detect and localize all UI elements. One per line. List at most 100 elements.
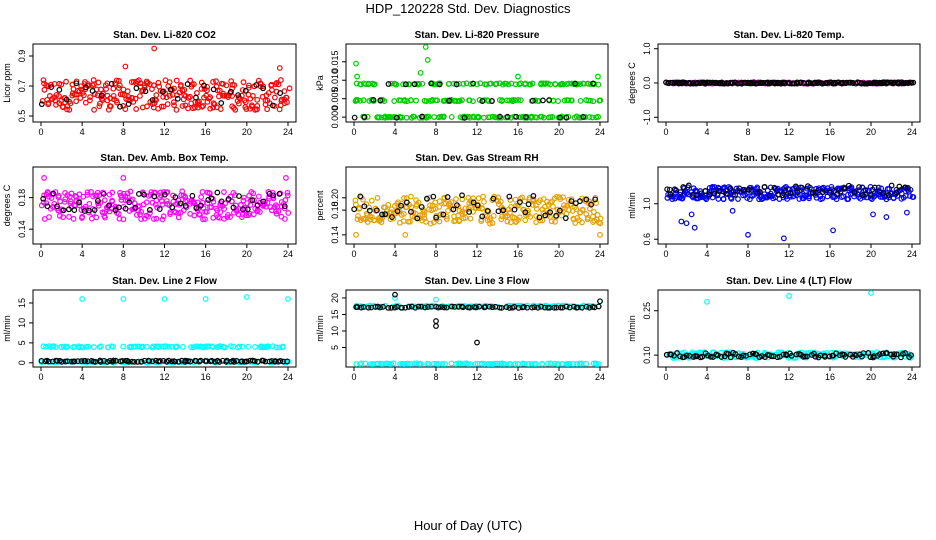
data-point — [434, 97, 441, 104]
data-point — [868, 290, 874, 296]
x-tick-label: 0 — [38, 127, 43, 137]
data-point — [63, 96, 70, 103]
data-point — [203, 209, 210, 215]
x-tick-label: 8 — [121, 127, 126, 137]
data-point — [91, 344, 97, 350]
data-point — [593, 200, 600, 206]
y-tick-label: -1.0 — [642, 110, 652, 126]
data-point — [403, 199, 410, 206]
data-point — [711, 184, 718, 190]
data-point — [461, 114, 468, 121]
data-point — [192, 104, 198, 111]
data-point — [40, 195, 47, 202]
data-point — [905, 185, 911, 191]
data-point — [413, 97, 419, 104]
data-point — [563, 303, 570, 310]
data-point — [133, 106, 140, 112]
data-point — [533, 361, 539, 367]
panel-8: Stan. Dev. Line 3 Flow ml/min 0 4 8 12 16 20 24 5… — [315, 276, 609, 382]
data-point — [539, 217, 546, 224]
data-point — [474, 339, 480, 346]
series-points — [664, 182, 911, 199]
data-point — [172, 194, 179, 201]
data-point — [162, 191, 168, 198]
y-axis-label: degrees C — [2, 184, 12, 226]
data-point — [98, 343, 104, 350]
panel-7: Stan. Dev. Line 2 Flow ml/min 0 4 8 12 16 20 24 0… — [2, 276, 297, 382]
data-point — [366, 207, 373, 214]
data-point — [830, 227, 836, 234]
data-point — [371, 81, 378, 88]
data-point — [370, 96, 377, 103]
data-point — [466, 97, 473, 104]
data-point — [361, 203, 368, 210]
data-point — [446, 97, 453, 104]
x-tick-label: 12 — [784, 372, 794, 382]
data-point — [50, 190, 57, 197]
data-point — [392, 291, 398, 298]
data-point — [388, 361, 395, 367]
data-point — [92, 358, 99, 365]
data-point — [556, 207, 563, 214]
data-point — [159, 216, 166, 223]
data-point — [182, 203, 189, 209]
data-point — [84, 191, 91, 198]
x-tick-label: 4 — [392, 372, 397, 382]
data-point — [354, 73, 360, 80]
data-point — [239, 87, 246, 93]
data-point — [506, 193, 513, 200]
data-point — [718, 354, 725, 360]
data-point — [82, 358, 89, 364]
data-point — [551, 304, 558, 311]
data-point — [91, 207, 98, 214]
data-point — [883, 214, 890, 220]
data-point — [83, 343, 90, 350]
data-point — [782, 187, 789, 194]
data-point — [513, 113, 519, 120]
y-axis-label: ml/min — [315, 315, 325, 342]
data-point — [546, 97, 553, 103]
data-point — [173, 343, 180, 350]
y-tick-label: 1.0 — [642, 197, 652, 210]
data-point — [190, 81, 197, 88]
data-point — [286, 85, 293, 92]
data-point — [143, 199, 150, 206]
data-point — [262, 97, 269, 104]
data-point — [251, 358, 258, 365]
y-tick-label: 0.14 — [17, 220, 27, 238]
data-point — [668, 351, 675, 358]
data-point — [837, 188, 844, 195]
series-points — [663, 349, 914, 361]
data-point — [806, 195, 812, 202]
x-tick-label: 20 — [554, 249, 564, 259]
data-point — [470, 208, 476, 215]
data-point — [757, 189, 763, 195]
x-tick-label: 4 — [704, 372, 709, 382]
data-point — [398, 202, 404, 209]
data-point — [198, 194, 205, 200]
data-point — [512, 361, 519, 367]
data-point — [568, 198, 575, 205]
data-point — [189, 192, 196, 199]
data-point — [727, 186, 734, 192]
data-point — [129, 94, 135, 101]
series-points — [664, 183, 917, 242]
data-point — [832, 80, 839, 87]
x-tick-label: 4 — [80, 249, 85, 259]
data-point — [116, 215, 123, 222]
data-point — [365, 80, 372, 87]
data-point — [87, 94, 93, 100]
data-point — [76, 202, 83, 209]
data-point — [587, 81, 594, 88]
x-tick-label: 24 — [283, 249, 293, 259]
data-point — [587, 97, 594, 104]
data-point — [542, 212, 549, 219]
data-point — [270, 195, 277, 202]
data-point — [136, 191, 142, 197]
data-point — [116, 82, 123, 89]
y-tick-label: 0.9 — [17, 50, 27, 63]
data-point — [579, 206, 586, 213]
data-point — [199, 188, 206, 195]
x-tick-label: 24 — [283, 372, 293, 382]
panel-title: Stan. Dev. Line 4 (LT) Flow — [726, 276, 852, 287]
